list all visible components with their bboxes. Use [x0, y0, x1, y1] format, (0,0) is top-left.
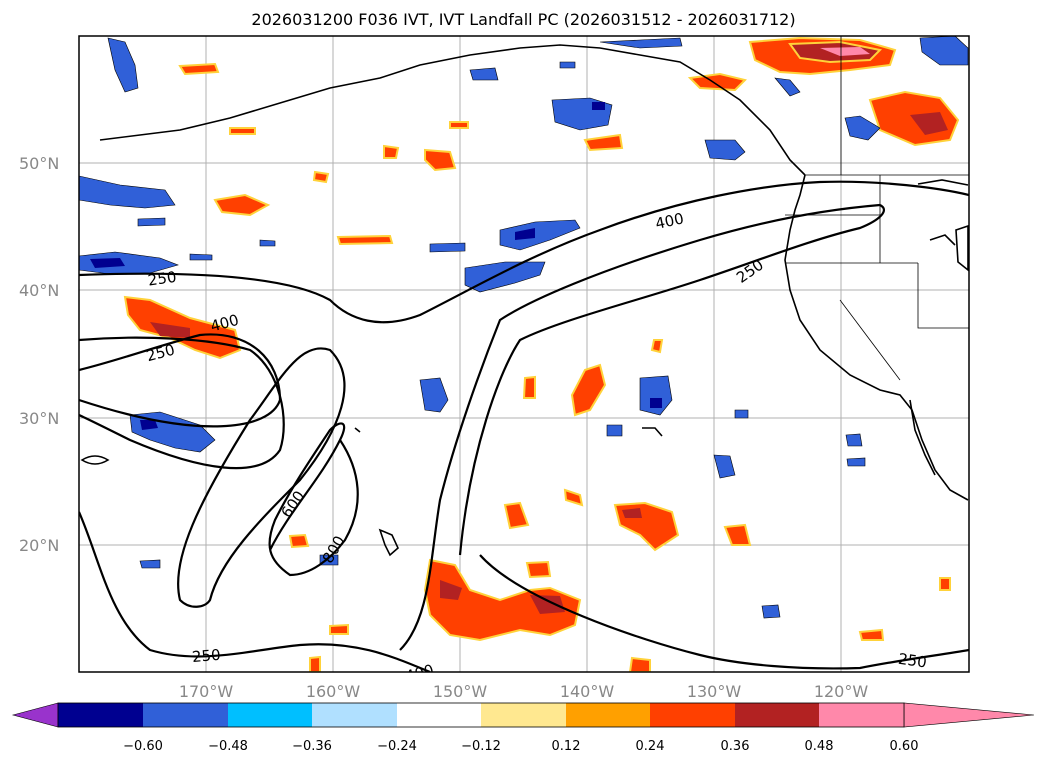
colorbar-segment — [650, 703, 735, 727]
contour-label: 400 — [654, 209, 686, 233]
colorbar-segment — [819, 703, 904, 727]
colorbar-tick-label: 0.48 — [805, 739, 834, 754]
borders — [785, 36, 969, 381]
lat-label: 20°N — [19, 536, 59, 555]
colorbar-tick-label: 0.36 — [721, 739, 750, 754]
colorbar-segment — [735, 703, 819, 727]
lat-label: 40°N — [19, 281, 59, 300]
colorbar-tick-label: 0.60 — [890, 739, 919, 754]
colorbar-tick-label: −0.48 — [208, 739, 248, 754]
colorbar-outline — [57, 702, 905, 728]
contour-label: 250 — [147, 268, 178, 290]
longitude-labels: 170°W 160°W 150°W 140°W 130°W 120°W — [179, 682, 869, 701]
colorbar-tick-labels: −0.60 −0.48 −0.36 −0.24 −0.12 0.12 0.24 … — [123, 739, 918, 754]
map-title: 2026031200 F036 IVT, IVT Landfall PC (20… — [251, 10, 796, 29]
contour-label: 250 — [191, 646, 221, 666]
map-frame — [78, 35, 970, 673]
colorbar-tick-label: −0.60 — [123, 739, 163, 754]
colorbar-segment — [397, 703, 481, 727]
colorbar-segment — [228, 703, 312, 727]
contour-label: 250 — [733, 256, 767, 287]
colorbar-segment — [58, 703, 143, 727]
contour-label: 250 — [144, 340, 176, 365]
contour-label: 250 — [897, 650, 928, 672]
lon-label: 140°W — [560, 682, 615, 701]
contour-labels: 250 400 250 400 250 600 800 250 400 250 — [144, 209, 928, 686]
colorbar-segment — [143, 703, 228, 727]
colorbar-segment — [312, 703, 397, 727]
colorbar: −0.60 −0.48 −0.36 −0.24 −0.12 0.12 0.24 … — [11, 702, 1035, 754]
colorbar-segment — [566, 703, 650, 727]
lon-label: 160°W — [306, 682, 361, 701]
contour-label: 400 — [403, 661, 435, 686]
colorbar-tick-label: 0.24 — [636, 739, 665, 754]
colorbar-tick-label: 0.12 — [552, 739, 581, 754]
colorbar-extend-low — [11, 702, 59, 728]
lat-label: 50°N — [19, 154, 59, 173]
colorbar-tick-label: −0.12 — [461, 739, 501, 754]
lon-label: 120°W — [814, 682, 869, 701]
positive-anomaly-areas — [123, 36, 960, 672]
lon-label: 150°W — [433, 682, 488, 701]
negative-anomaly-areas — [79, 36, 969, 619]
latitude-labels: 50°N 40°N 30°N 20°N — [19, 154, 59, 555]
ivt-contours — [79, 180, 969, 672]
colorbar-tick-label: −0.36 — [292, 739, 332, 754]
colorbar-segment — [481, 703, 566, 727]
lat-label: 30°N — [19, 409, 59, 428]
coastlines — [80, 44, 969, 557]
lon-label: 170°W — [179, 682, 234, 701]
colorbar-extend-high — [903, 702, 1035, 728]
lon-label: 130°W — [687, 682, 742, 701]
contour-label: 600 — [277, 487, 308, 521]
colorbar-tick-label: −0.24 — [377, 739, 417, 754]
